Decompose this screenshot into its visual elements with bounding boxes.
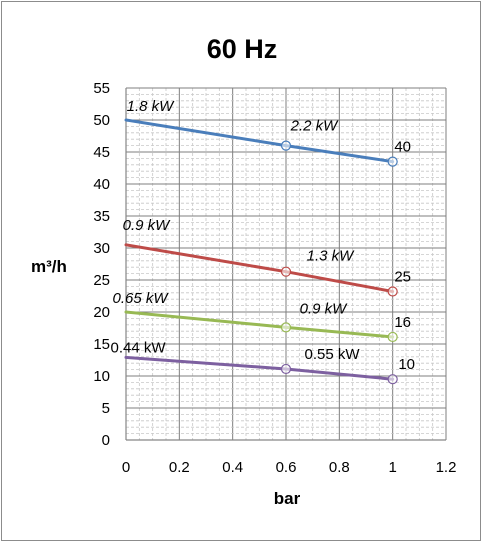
series-point-marker xyxy=(387,156,398,167)
data-label: 0.65 kW xyxy=(112,290,169,307)
data-label: 2.2 kW xyxy=(290,118,340,135)
series-lines xyxy=(124,118,398,385)
y-tick-label: 20 xyxy=(93,304,110,321)
series-point-marker xyxy=(387,331,398,343)
y-tick-label: 5 xyxy=(102,400,110,417)
y-tick-label: 30 xyxy=(93,240,110,257)
data-label: 0.55 kW xyxy=(304,346,360,363)
x-tick-label: 0.6 xyxy=(276,459,297,476)
y-tick-label: 0 xyxy=(102,432,110,449)
y-tick-labels: 0 5 10 15 20 25 30 35 40 45 50 55 xyxy=(93,80,110,449)
x-axis-label: bar xyxy=(273,489,301,508)
series-point-marker xyxy=(280,140,292,151)
data-label: 25 xyxy=(394,269,411,286)
x-tick-label: 0 xyxy=(122,459,130,476)
y-tick-label: 50 xyxy=(93,112,110,129)
data-label: 1.8 kW xyxy=(127,98,176,115)
y-tick-label: 40 xyxy=(93,176,110,193)
y-axis-label: m³/h xyxy=(31,257,67,276)
y-tick-label: 45 xyxy=(93,144,110,161)
series-point-marker xyxy=(280,363,292,375)
series-point-marker xyxy=(387,286,398,297)
series-point-marker xyxy=(280,266,292,277)
x-tick-labels: 0 0.2 0.4 0.6 0.8 1 1.2 xyxy=(122,459,457,476)
series-point-marker xyxy=(280,322,292,333)
y-tick-label: 15 xyxy=(93,336,110,353)
x-tick-label: 0.8 xyxy=(329,459,350,476)
data-label: 1.3 kW xyxy=(307,248,356,265)
y-tick-label: 25 xyxy=(93,272,110,289)
data-labels: 1.8 kW 2.2 kW 40 0.9 kW 1.3 kW 25 0.65 kW 0.9 k… xyxy=(110,98,415,373)
x-tick-label: 0.2 xyxy=(169,459,190,476)
data-label: 40 xyxy=(394,139,411,156)
y-tick-label: 35 xyxy=(93,208,110,225)
data-label: 0.44 kW xyxy=(110,339,166,356)
axes xyxy=(125,88,446,441)
x-tick-label: 0.4 xyxy=(222,459,243,476)
data-label: 16 xyxy=(394,314,411,331)
y-tick-label: 10 xyxy=(93,368,110,385)
data-label: 10 xyxy=(398,356,415,373)
data-label: 0.9 kW xyxy=(300,300,349,317)
chart-title: 60 Hz xyxy=(206,34,278,64)
data-label: 0.9 kW xyxy=(123,217,172,234)
x-tick-label: 1.2 xyxy=(436,459,457,476)
series-point-marker xyxy=(387,374,398,385)
x-tick-label: 1 xyxy=(388,459,396,476)
y-tick-label: 55 xyxy=(93,80,110,97)
